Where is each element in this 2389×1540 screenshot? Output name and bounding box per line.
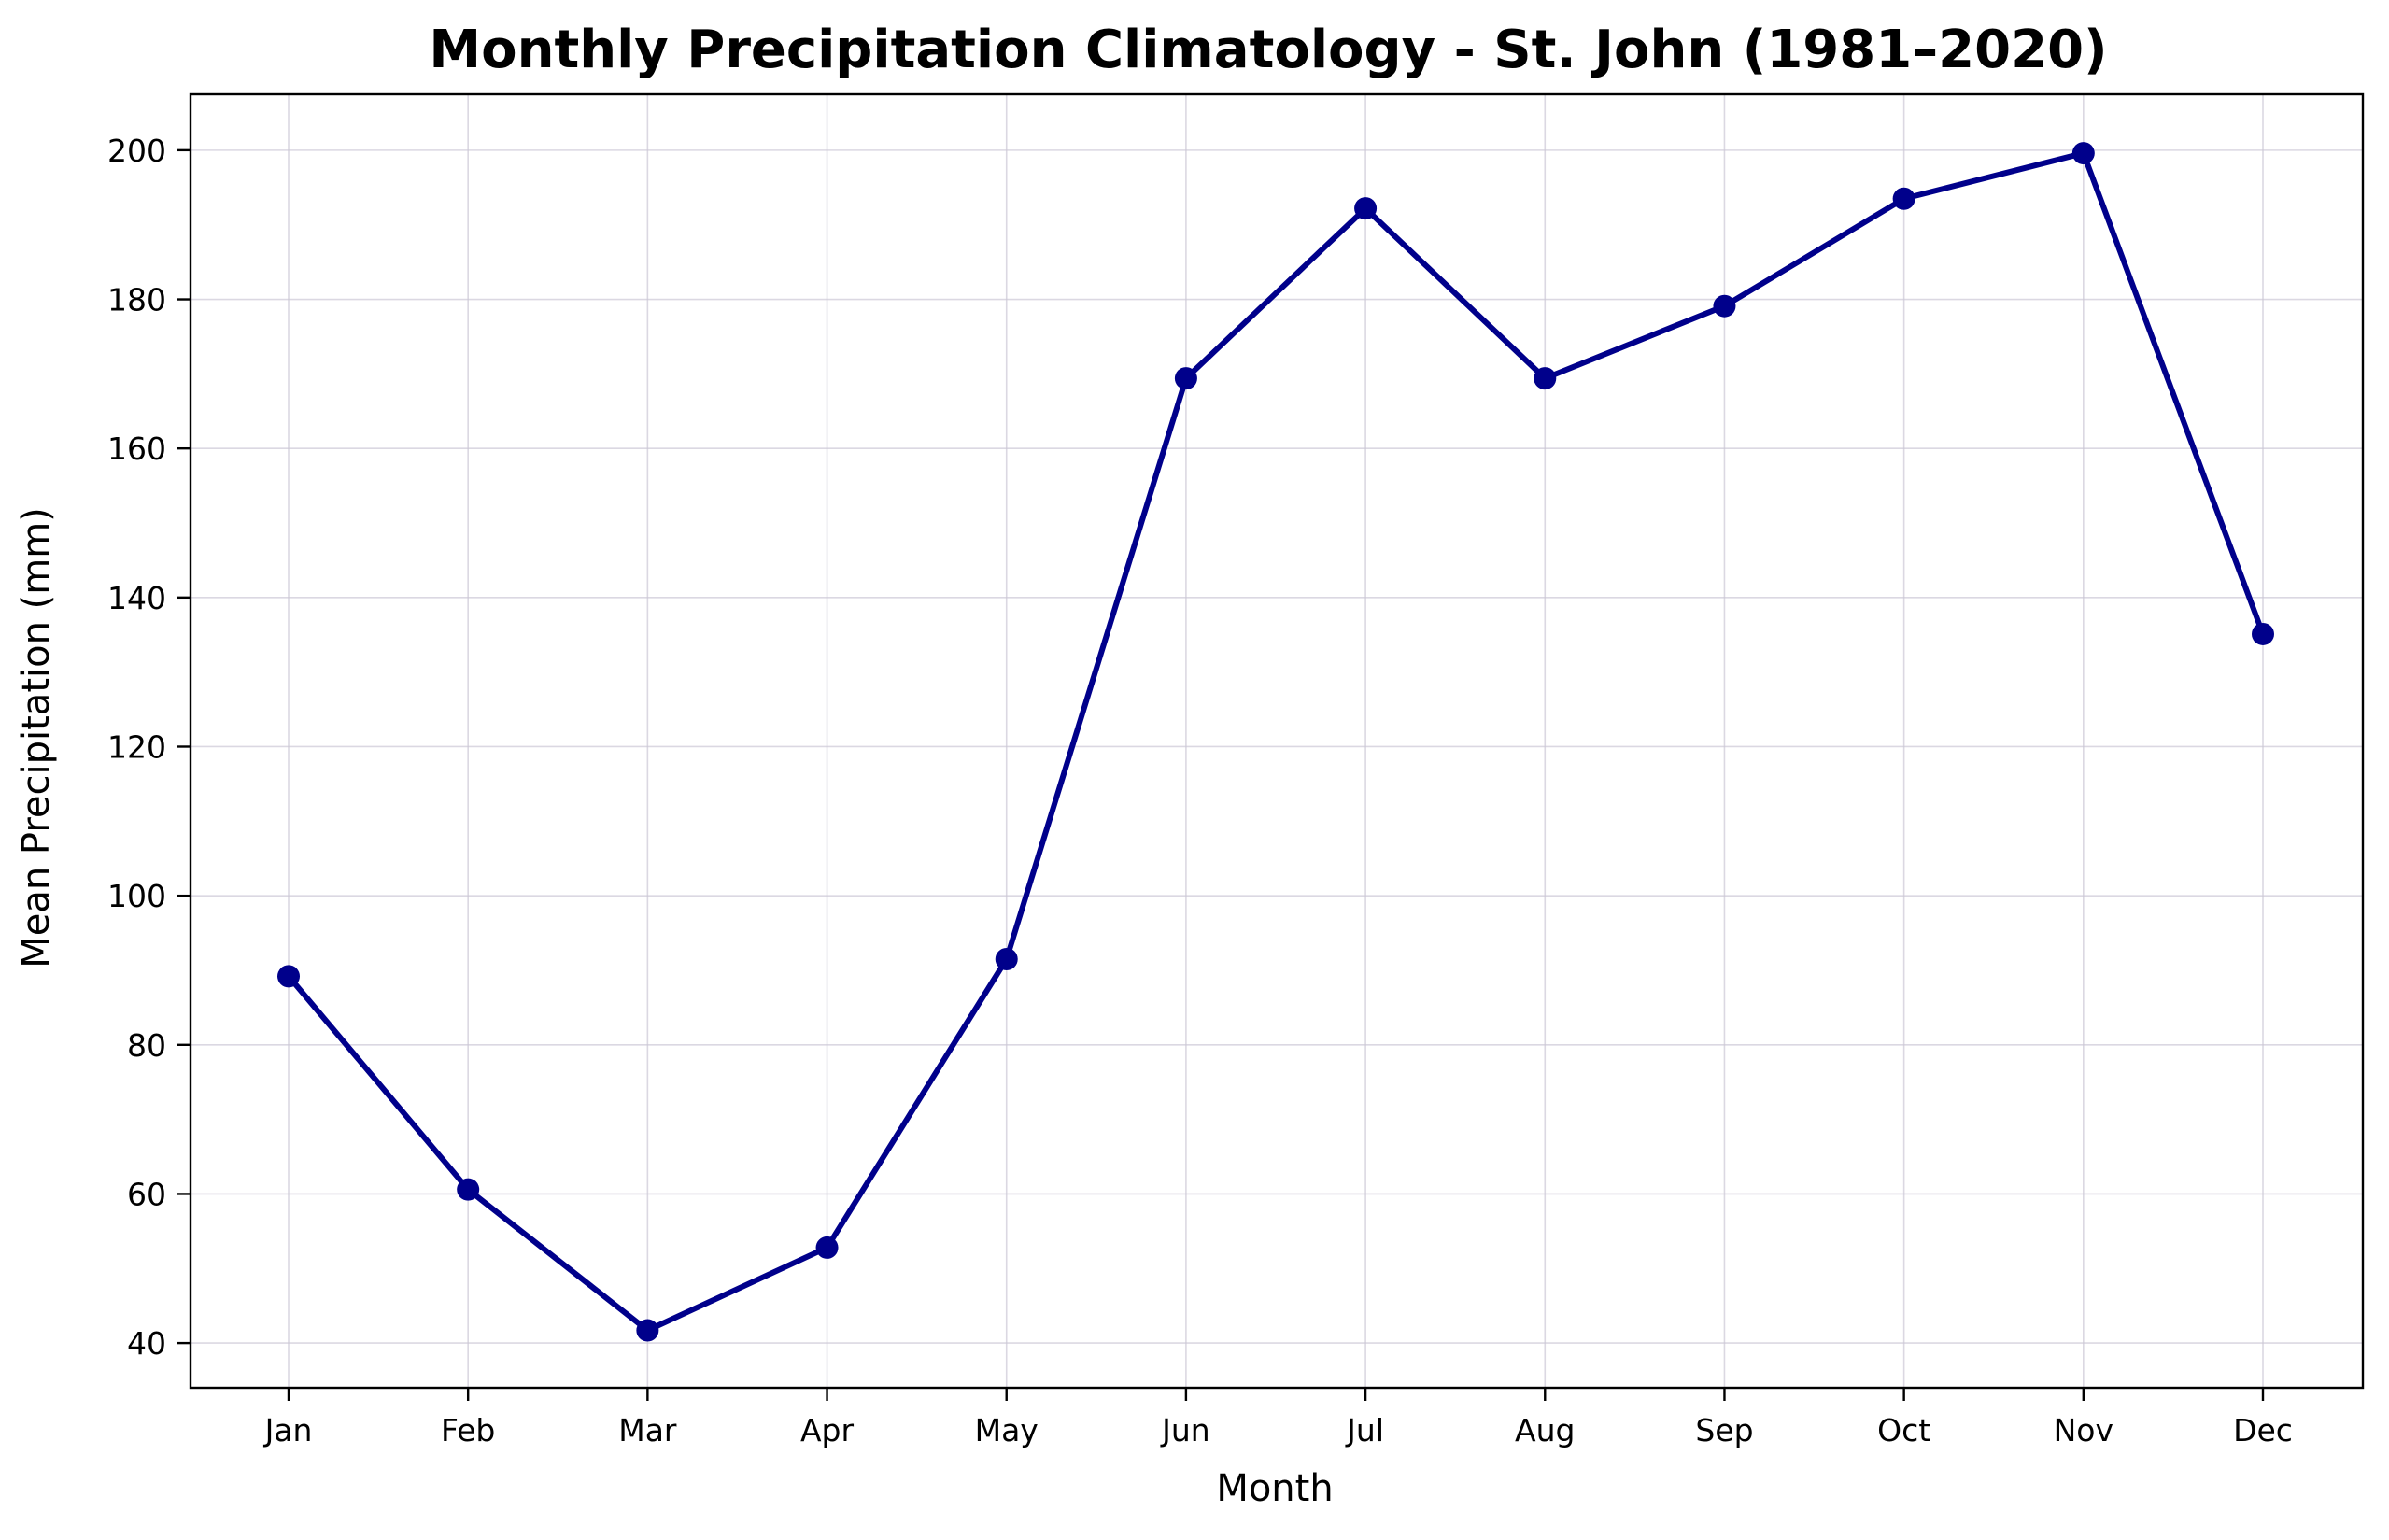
y-tick-label: 80 — [127, 1027, 166, 1064]
data-point-may — [995, 947, 1018, 970]
y-axis-label: Mean Precipitation (mm) — [15, 507, 58, 968]
x-tick-label: Feb — [441, 1412, 495, 1448]
chart-title: Monthly Precipitation Climatology - St. … — [429, 20, 2107, 80]
x-tick-label: May — [975, 1412, 1039, 1448]
data-point-jul — [1354, 197, 1378, 220]
data-point-nov — [2071, 142, 2095, 165]
x-tick-label: Jan — [263, 1412, 313, 1448]
data-point-aug — [1534, 367, 1557, 390]
x-tick-label: Sep — [1695, 1412, 1753, 1448]
x-tick-label: Apr — [800, 1412, 855, 1448]
y-tick-label: 100 — [107, 878, 166, 914]
x-tick-label: Nov — [2054, 1412, 2113, 1448]
data-point-mar — [636, 1319, 659, 1342]
data-point-sep — [1713, 294, 1736, 318]
y-tick-label: 40 — [127, 1325, 166, 1362]
grid — [191, 94, 2363, 1388]
y-tick-label: 200 — [107, 133, 166, 169]
x-tick-label: Dec — [2233, 1412, 2293, 1448]
data-point-jan — [277, 965, 300, 988]
y-tick-label: 140 — [107, 580, 166, 616]
y-tick-label: 160 — [107, 431, 166, 467]
data-point-dec — [2252, 622, 2274, 645]
x-axis-label: Month — [1216, 1467, 1333, 1510]
x-tick-label: Mar — [618, 1412, 677, 1448]
plot-area-frame — [189, 92, 2365, 1390]
x-tick-label: Aug — [1515, 1412, 1575, 1448]
x-tick-label: Jun — [1160, 1412, 1210, 1448]
precipitation-series-line — [286, 150, 2266, 1334]
data-point-jun — [1174, 367, 1197, 390]
y-tick-label: 60 — [127, 1176, 166, 1212]
data-point-oct — [1892, 187, 1915, 210]
y-axis-ticks: 40 60 80 100 120 140 160 180 200 — [107, 133, 191, 1362]
y-tick-label: 180 — [107, 282, 166, 318]
y-tick-label: 120 — [107, 728, 166, 765]
series-layer — [277, 142, 2274, 1342]
x-tick-label: Jul — [1345, 1412, 1384, 1448]
data-point-apr — [815, 1236, 839, 1259]
data-point-feb — [457, 1178, 480, 1201]
x-axis-ticks: Jan Feb Mar Apr May Jun Jul Aug Sep Oct Nov Dec — [263, 1388, 2293, 1448]
x-tick-label: Oct — [1877, 1412, 1930, 1448]
